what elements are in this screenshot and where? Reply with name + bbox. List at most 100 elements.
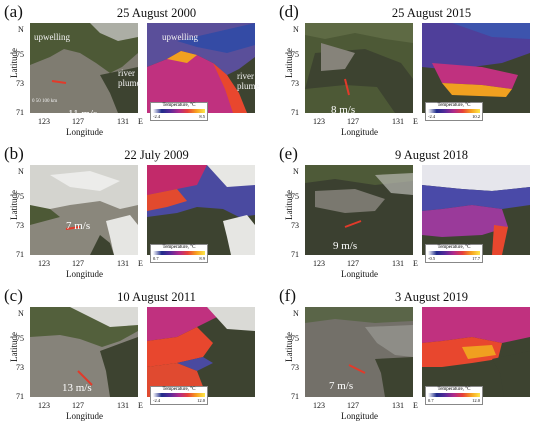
x-axis-label: Longitude: [341, 269, 378, 279]
colorbar-min: -2.4: [428, 114, 436, 119]
colorbar: Temperature, °C -2.4 12.0: [150, 386, 208, 405]
wind-speed-label: 13 m/s: [62, 382, 92, 394]
panel-b: (b) 22 July 2009 Latitude N 75 73 71 7 m…: [0, 142, 273, 282]
rgb-satellite-image: [305, 165, 413, 255]
x-tick: 127: [72, 117, 84, 126]
panel-date: 25 August 2015: [391, 6, 472, 20]
annotation-river: river: [118, 68, 135, 78]
y-tick: 75: [16, 192, 24, 201]
colorbar-max: 17.7: [472, 256, 480, 261]
panel-date: 25 August 2000: [116, 6, 197, 20]
wind-arrow: [344, 220, 362, 228]
scale-bar-label: 0 50 100 km: [32, 99, 58, 104]
x-tick: 127: [347, 401, 359, 410]
colorbar-max: 8.9: [199, 256, 205, 261]
wind-arrow: [348, 364, 366, 374]
rgb-satellite-image: [305, 307, 413, 397]
y-tick: 75: [291, 50, 299, 59]
y-tick: N: [293, 167, 299, 176]
x-tick: 127: [347, 117, 359, 126]
annotation-river-sst: river: [237, 71, 254, 81]
colorbar-max: 8.5: [199, 114, 205, 119]
y-tick: N: [18, 167, 24, 176]
sst-image: [422, 307, 530, 397]
colorbar-title: Temperature, °C: [162, 387, 196, 392]
y-tick: 75: [16, 334, 24, 343]
rgb-satellite-image: [30, 165, 138, 255]
annotation-plume-sst: plume: [237, 81, 260, 91]
x-tick: E: [138, 259, 143, 268]
panel-label: (d): [279, 2, 299, 21]
y-axis-label: Latitude: [284, 48, 294, 78]
colorbar: Temperature, °C 0.7 8.9: [150, 244, 208, 263]
y-tick: 73: [291, 221, 299, 230]
panel-date: 3 August 2019: [395, 290, 468, 304]
colorbar-title: Temperature, °C: [437, 103, 471, 108]
x-axis-label: Longitude: [66, 127, 103, 137]
y-tick: N: [18, 25, 24, 34]
y-tick: N: [293, 309, 299, 318]
x-tick: 123: [38, 401, 50, 410]
y-axis-label: Latitude: [9, 190, 19, 220]
x-tick: 123: [313, 401, 325, 410]
panel-label: (a): [4, 2, 23, 21]
x-tick: 131: [392, 117, 404, 126]
sst-image: [147, 165, 255, 255]
colorbar: Temperature, °C -2.4 8.5: [150, 102, 208, 121]
wind-arrow: [51, 80, 67, 84]
y-tick: 73: [16, 221, 24, 230]
y-axis-label: Latitude: [284, 190, 294, 220]
wind-speed-label: 7 m/s: [329, 380, 354, 392]
x-tick: 131: [117, 259, 129, 268]
colorbar: Temperature, °C 0.7 12.0: [425, 386, 483, 405]
x-tick: 127: [72, 401, 84, 410]
panel-label: (c): [4, 286, 23, 305]
colorbar-title: Temperature, °C: [162, 245, 196, 250]
colorbar-max: 12.0: [197, 398, 205, 403]
panel-date: 22 July 2009: [124, 148, 189, 162]
colorbar-min: -2.4: [153, 398, 161, 403]
x-tick: E: [413, 401, 418, 410]
colorbar-title: Temperature, °C: [437, 245, 471, 250]
x-tick: 131: [117, 401, 129, 410]
sst-image: [147, 307, 255, 397]
x-axis-label: Longitude: [66, 411, 103, 421]
rgb-satellite-image: [30, 23, 138, 113]
x-tick: 131: [392, 401, 404, 410]
colorbar-min: -2.4: [153, 114, 161, 119]
panel-label: (b): [4, 144, 24, 163]
colorbar-min: 0.7: [153, 256, 159, 261]
x-axis-label: Longitude: [341, 127, 378, 137]
colorbar-max: 10.2: [472, 114, 480, 119]
y-axis-label: Latitude: [284, 332, 294, 362]
wind-speed-label: 11 m/s: [68, 108, 98, 120]
x-tick: 123: [313, 117, 325, 126]
wind-speed-label: 8 m/s: [331, 104, 356, 116]
panel-label: (e): [279, 144, 298, 163]
x-tick: 131: [392, 259, 404, 268]
panel-date: 9 August 2018: [395, 148, 468, 162]
x-tick: 127: [347, 259, 359, 268]
y-tick: N: [18, 309, 24, 318]
panel-f: (f) 3 August 2019 Latitude N 75 73 71 7 …: [275, 284, 548, 424]
annotation-upwelling: upwelling: [34, 32, 70, 42]
y-axis-label: Latitude: [9, 48, 19, 78]
x-tick: E: [413, 259, 418, 268]
x-tick: 123: [38, 259, 50, 268]
y-tick: 71: [16, 108, 24, 117]
y-tick: 73: [291, 363, 299, 372]
y-tick: 71: [291, 250, 299, 259]
wind-speed-label: 7 m/s: [66, 220, 91, 232]
x-axis-label: Longitude: [66, 269, 103, 279]
x-tick: E: [138, 401, 143, 410]
wind-arrow: [77, 370, 93, 386]
panel-c: (c) 10 August 2011 Latitude N 75 73 71 1…: [0, 284, 273, 424]
colorbar: Temperature, °C -2.4 10.2: [425, 102, 483, 121]
colorbar-title: Temperature, °C: [437, 387, 471, 392]
panel-a: (a) 25 August 2000 Latitude N 75 73 71 u…: [0, 0, 273, 140]
y-tick: 71: [16, 392, 24, 401]
x-tick: 127: [72, 259, 84, 268]
annotation-plume: plume: [118, 78, 141, 88]
colorbar-title: Temperature, °C: [162, 103, 196, 108]
panel-date: 10 August 2011: [117, 290, 196, 304]
